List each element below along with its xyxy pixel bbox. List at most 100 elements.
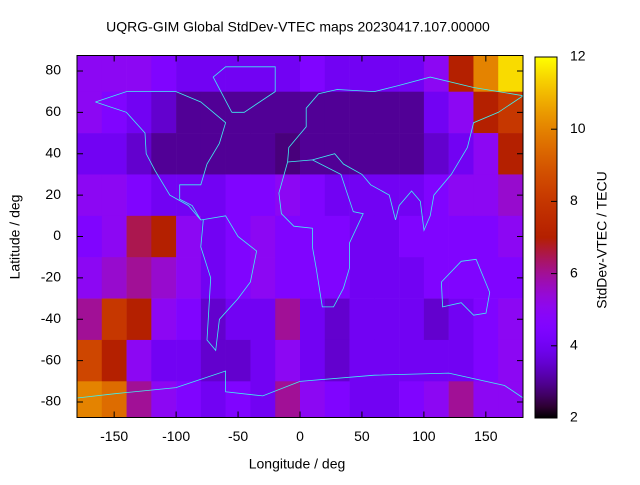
heatmap-cell xyxy=(151,298,177,341)
heatmap-cell xyxy=(448,257,474,299)
x-axis-label: Longitude / deg xyxy=(249,456,346,472)
heatmap-cell xyxy=(300,55,326,92)
colorbar-tick-label: 10 xyxy=(570,120,586,136)
heatmap-cell xyxy=(250,91,276,134)
heatmap-cell xyxy=(200,215,226,258)
heatmap-cell xyxy=(250,174,276,217)
heatmap-cell xyxy=(176,55,202,92)
heatmap-cell xyxy=(250,339,276,382)
coastline xyxy=(77,370,523,399)
x-tick-label: -100 xyxy=(162,428,190,444)
heatmap-cell xyxy=(324,133,350,175)
heatmap-cell xyxy=(176,133,202,175)
x-tick-label: 150 xyxy=(474,428,498,444)
heatmap-cell xyxy=(423,381,449,418)
heatmap-cell xyxy=(349,215,375,258)
coastline xyxy=(287,76,523,232)
heatmap-cell xyxy=(101,133,127,175)
heatmap-cell xyxy=(374,55,400,92)
heatmap-cell xyxy=(300,298,326,341)
chart-title: UQRG-GIM Global StdDev-VTEC maps 2023041… xyxy=(106,19,490,35)
heatmap-cell xyxy=(151,381,177,418)
y-axis-label: Latitude / deg xyxy=(7,195,23,280)
heatmap-cell xyxy=(275,215,301,258)
heatmap-cell xyxy=(423,298,449,341)
heatmap-cell xyxy=(300,257,326,299)
heatmap-cell xyxy=(374,215,400,258)
y-tick-label: 40 xyxy=(45,144,61,160)
heatmap-cell xyxy=(200,55,226,92)
heatmap-cell xyxy=(448,215,474,258)
heatmap-cell xyxy=(101,174,127,217)
heatmap-cell xyxy=(101,298,127,341)
heatmap-cell xyxy=(349,91,375,134)
heatmap-cell xyxy=(349,257,375,299)
x-tick-label: 50 xyxy=(354,428,370,444)
heatmap-cell xyxy=(448,55,474,92)
coastline xyxy=(441,258,491,316)
heatmap-cell xyxy=(324,215,350,258)
heatmap-cell xyxy=(275,339,301,382)
heatmap-cell xyxy=(200,298,226,341)
heatmap-cell xyxy=(126,381,152,418)
heatmap-cell xyxy=(473,91,499,134)
y-tick-label: 80 xyxy=(45,62,61,78)
heatmap-cell xyxy=(126,133,152,175)
y-tick-label: 60 xyxy=(45,103,61,119)
heatmap-cell xyxy=(250,298,276,341)
heatmap-cell xyxy=(324,381,350,418)
heatmap-cell xyxy=(374,133,400,175)
heatmap-cell xyxy=(473,339,499,382)
heatmap-cell xyxy=(349,133,375,175)
heatmap-cell xyxy=(151,215,177,258)
heatmap-cell xyxy=(250,133,276,175)
heatmap-cell xyxy=(151,174,177,217)
heatmap-cell xyxy=(151,339,177,382)
heatmap-cell xyxy=(77,381,103,418)
heatmap-cell xyxy=(399,215,425,258)
heatmap-cell xyxy=(225,174,251,217)
heatmap-cell xyxy=(448,91,474,134)
colorbar-tick-label: 6 xyxy=(570,264,578,280)
heatmap xyxy=(77,55,523,418)
x-tick-label: 100 xyxy=(412,428,436,444)
y-tick-label: -40 xyxy=(41,310,61,326)
heatmap-cell xyxy=(374,257,400,299)
heatmap-cell xyxy=(126,257,152,299)
heatmap-cell xyxy=(448,381,474,418)
heatmap-cell xyxy=(275,91,301,134)
heatmap-cell xyxy=(225,133,251,175)
heatmap-cell xyxy=(300,91,326,134)
y-tick-label: -20 xyxy=(41,269,61,285)
heatmap-cell xyxy=(225,339,251,382)
heatmap-cell xyxy=(275,55,301,92)
heatmap-cell xyxy=(349,381,375,418)
colorbar-tick-label: 2 xyxy=(570,409,578,425)
x-tick-label: -50 xyxy=(228,428,248,444)
heatmap-cell xyxy=(399,339,425,382)
heatmap-cell xyxy=(300,339,326,382)
heatmap-cell xyxy=(423,174,449,217)
coastline xyxy=(95,91,227,221)
heatmap-cell xyxy=(77,55,103,92)
y-tick-label: -80 xyxy=(41,393,61,409)
heatmap-cell xyxy=(101,381,127,418)
heatmap-cell xyxy=(225,257,251,299)
heatmap-cell xyxy=(275,298,301,341)
heatmap-cell xyxy=(275,133,301,175)
heatmap-cell xyxy=(151,257,177,299)
heatmap-cell xyxy=(300,174,326,217)
heatmap-cell xyxy=(349,298,375,341)
heatmap-cell xyxy=(300,381,326,418)
heatmap-cell xyxy=(473,257,499,299)
heatmap-cell xyxy=(324,55,350,92)
heatmap-cell xyxy=(250,215,276,258)
heatmap-cell xyxy=(448,339,474,382)
heatmap-cell xyxy=(324,298,350,341)
heatmap-cell xyxy=(176,381,202,418)
heatmap-cell xyxy=(176,339,202,382)
heatmap-cell xyxy=(200,381,226,418)
heatmap-cell xyxy=(126,174,152,217)
heatmap-cell xyxy=(275,257,301,299)
